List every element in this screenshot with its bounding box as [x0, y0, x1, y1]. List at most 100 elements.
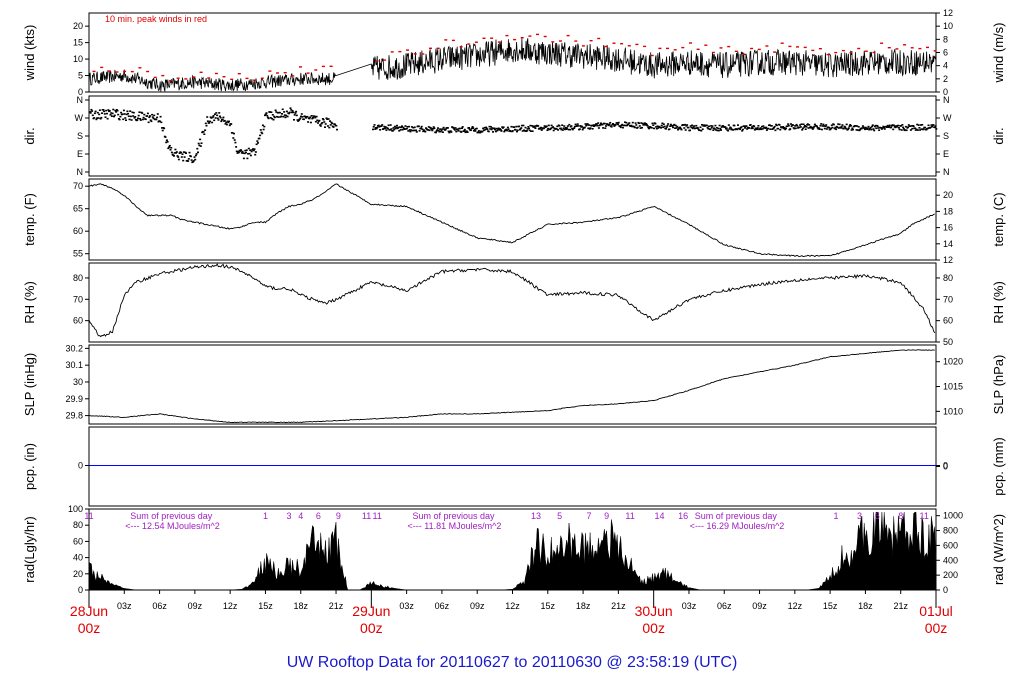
direction-point: [124, 117, 127, 119]
direction-point: [639, 127, 642, 129]
direction-point: [245, 151, 247, 154]
direction-point: [227, 121, 230, 124]
direction-point: [897, 124, 900, 127]
direction-point: [400, 126, 403, 129]
direction-point: [786, 125, 789, 127]
direction-point: [284, 116, 287, 119]
direction-point: [110, 115, 113, 117]
direction-point: [799, 126, 802, 128]
day-label-date: 29Jun: [352, 603, 390, 619]
direction-point: [244, 149, 247, 152]
direction-point: [239, 150, 242, 152]
direction-point: [695, 124, 698, 127]
direction-point: [216, 117, 219, 120]
direction-point: [304, 115, 307, 118]
direction-point: [130, 119, 133, 121]
direction-point: [674, 124, 677, 127]
direction-point: [283, 111, 286, 113]
direction-point: [559, 127, 562, 130]
direction-point: [619, 126, 622, 129]
y-axis-label-right: temp. (C): [991, 192, 1006, 246]
direction-point: [139, 119, 142, 121]
direction-point: [422, 130, 425, 133]
direction-point: [590, 125, 593, 127]
direction-point: [894, 126, 897, 129]
direction-point: [845, 123, 848, 126]
peak-wind-mark: [482, 37, 486, 39]
rad-hour-label: 8: [898, 511, 903, 521]
direction-point: [449, 130, 452, 132]
direction-point: [669, 125, 672, 127]
wind-annotation: 10 min. peak winds in red: [105, 14, 207, 24]
peak-wind-mark: [864, 50, 868, 52]
rad-hour-label: 14: [654, 511, 664, 521]
direction-point: [849, 124, 852, 126]
direction-point: [412, 126, 415, 129]
direction-point: [113, 114, 116, 117]
direction-point: [241, 150, 244, 153]
direction-point: [403, 128, 406, 130]
direction-point: [873, 129, 876, 132]
direction-point: [492, 131, 494, 133]
direction-point: [877, 127, 880, 129]
direction-point: [483, 126, 486, 129]
direction-point: [651, 122, 654, 125]
direction-point: [854, 125, 857, 127]
direction-point: [302, 118, 305, 121]
direction-point: [922, 128, 925, 130]
direction-point: [605, 125, 607, 127]
peak-wind-mark: [811, 49, 815, 52]
y-tick-label: 30.2: [65, 343, 83, 353]
direction-point: [187, 160, 190, 162]
direction-point: [430, 128, 433, 131]
peak-wind-mark: [383, 59, 387, 61]
direction-point: [515, 125, 518, 128]
direction-point: [256, 140, 259, 142]
direction-point: [655, 126, 658, 128]
direction-point: [693, 125, 696, 127]
peak-wind-mark: [734, 50, 738, 52]
direction-point: [847, 127, 850, 129]
direction-point: [838, 123, 841, 126]
peak-wind-mark: [918, 47, 922, 50]
peak-wind-mark: [444, 39, 448, 41]
direction-point: [612, 123, 614, 125]
direction-point: [473, 128, 476, 131]
direction-point: [745, 125, 748, 127]
direction-point: [533, 126, 536, 128]
direction-point: [333, 123, 336, 126]
direction-point: [482, 127, 485, 130]
rad-hour-label: 9: [604, 511, 609, 521]
direction-point: [169, 149, 172, 151]
direction-point: [643, 123, 646, 126]
direction-point: [801, 129, 804, 131]
direction-point: [835, 128, 838, 131]
x-tick-label: 06z: [152, 601, 167, 611]
direction-point: [309, 121, 312, 124]
direction-point: [873, 125, 876, 128]
direction-point: [701, 124, 703, 126]
direction-point: [307, 121, 310, 123]
direction-point: [895, 126, 898, 128]
direction-point: [715, 129, 718, 131]
peak-wind-mark: [696, 48, 700, 50]
direction-point: [110, 112, 113, 114]
direction-point: [165, 141, 168, 144]
direction-point: [898, 128, 901, 131]
direction-point: [322, 118, 325, 121]
direction-point: [888, 125, 890, 128]
panel-rh: RH (%) RH (%) 60 70 80 50 60 70 80: [22, 262, 1006, 347]
direction-point: [437, 129, 440, 132]
direction-point: [840, 127, 842, 129]
direction-point: [919, 129, 922, 131]
direction-point: [225, 123, 228, 126]
direction-point: [537, 125, 540, 127]
direction-point: [790, 125, 793, 128]
direction-point: [131, 111, 134, 114]
direction-point: [485, 127, 488, 130]
direction-point: [395, 126, 398, 129]
direction-point: [792, 124, 794, 126]
rad-hour-label: 11: [920, 511, 929, 521]
direction-point: [326, 125, 329, 127]
direction-point: [528, 127, 530, 130]
